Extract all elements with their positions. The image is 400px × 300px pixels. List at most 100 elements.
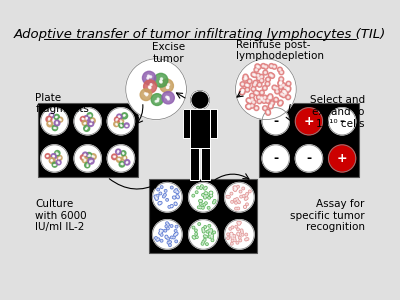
Circle shape [281,93,286,98]
Circle shape [162,92,174,104]
Circle shape [167,238,169,240]
Circle shape [122,163,123,164]
Circle shape [260,97,264,102]
Circle shape [45,154,50,159]
Circle shape [268,73,273,77]
Circle shape [192,236,195,238]
Circle shape [249,191,250,192]
Circle shape [286,87,290,92]
Circle shape [244,207,246,208]
Circle shape [89,115,90,116]
Circle shape [262,98,266,104]
Circle shape [245,83,250,88]
Circle shape [249,190,251,193]
Circle shape [263,70,268,75]
Circle shape [254,82,256,84]
Circle shape [162,230,163,231]
Circle shape [140,89,152,100]
Circle shape [231,233,232,234]
Circle shape [173,236,175,239]
Circle shape [92,155,93,156]
Circle shape [87,166,88,167]
Circle shape [261,64,266,68]
Circle shape [260,90,264,95]
Circle shape [146,93,148,95]
Circle shape [210,192,213,194]
Circle shape [148,86,150,88]
Circle shape [165,236,168,238]
Circle shape [54,120,60,126]
Circle shape [160,202,162,204]
Circle shape [234,240,235,241]
Circle shape [228,196,229,197]
Circle shape [251,105,253,107]
Circle shape [175,204,176,205]
Circle shape [121,125,122,126]
Circle shape [242,89,244,91]
Circle shape [175,233,177,236]
Circle shape [276,87,278,89]
Circle shape [50,115,51,116]
Circle shape [114,156,116,157]
Circle shape [262,86,267,91]
Circle shape [240,82,245,87]
Circle shape [268,94,273,99]
Circle shape [167,224,169,226]
Circle shape [156,194,159,197]
Circle shape [242,234,243,235]
Circle shape [281,83,286,88]
Circle shape [49,158,55,164]
Circle shape [58,162,59,163]
Circle shape [117,114,122,119]
Circle shape [159,232,161,234]
Circle shape [160,240,163,242]
Circle shape [161,240,162,241]
Circle shape [268,103,273,108]
Circle shape [200,202,202,205]
Circle shape [234,238,235,239]
Circle shape [119,161,125,167]
Circle shape [252,88,254,90]
Circle shape [247,103,252,108]
Circle shape [231,193,232,194]
Circle shape [283,94,285,96]
Circle shape [176,232,178,235]
Circle shape [235,187,236,188]
Circle shape [244,206,246,208]
Circle shape [123,153,124,154]
Circle shape [261,92,263,94]
Circle shape [119,116,120,117]
Circle shape [41,108,68,135]
Circle shape [328,145,356,172]
Circle shape [240,229,243,232]
Circle shape [160,229,162,232]
Circle shape [87,164,88,165]
Circle shape [227,233,229,236]
Circle shape [236,188,237,189]
Circle shape [246,203,248,206]
Circle shape [256,95,261,100]
Circle shape [275,99,277,101]
Circle shape [82,118,83,119]
Circle shape [258,66,260,68]
Circle shape [247,85,249,86]
Circle shape [246,195,247,196]
Circle shape [51,160,52,161]
Circle shape [279,69,281,70]
Circle shape [170,205,173,208]
Circle shape [82,121,87,126]
Circle shape [82,152,88,158]
Circle shape [213,201,215,204]
Circle shape [228,196,230,198]
Circle shape [90,118,95,124]
Circle shape [203,228,204,229]
Circle shape [245,194,248,196]
Circle shape [118,151,119,152]
Circle shape [231,243,232,244]
Circle shape [238,234,239,235]
Circle shape [241,230,242,231]
Circle shape [169,244,171,246]
Circle shape [257,82,262,87]
Circle shape [87,112,92,118]
Circle shape [58,117,63,122]
